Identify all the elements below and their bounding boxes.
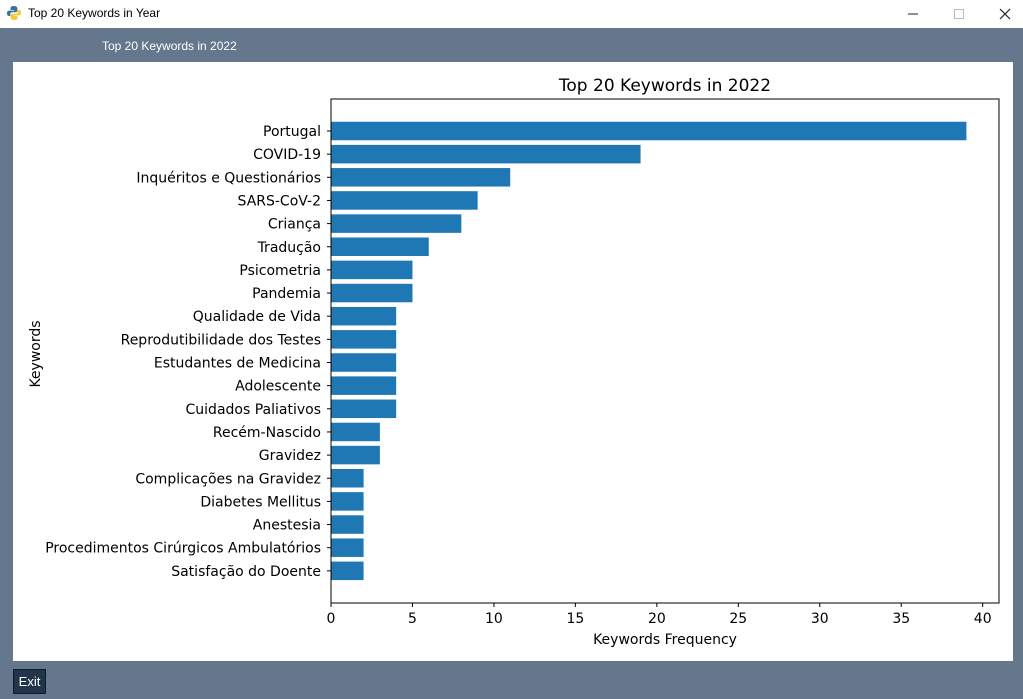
- x-tick-label: 0: [327, 611, 336, 627]
- bar: [331, 237, 429, 256]
- y-tick-label: SARS-CoV-2: [238, 193, 321, 209]
- y-tick-label: COVID-19: [253, 147, 321, 163]
- y-tick-label: Anestesia: [253, 518, 321, 534]
- minimize-button[interactable]: [890, 0, 936, 28]
- y-tick-label: Procedimentos Cirúrgicos Ambulatórios: [45, 541, 321, 557]
- bar: [331, 168, 511, 187]
- maximize-button[interactable]: [936, 0, 982, 28]
- x-tick-label: 10: [485, 611, 503, 627]
- y-tick-label: Cuidados Paliativos: [186, 402, 321, 418]
- y-axis-label: Keywords: [28, 320, 44, 387]
- title-bar: Top 20 Keywords in Year: [0, 0, 1023, 28]
- python-icon: [7, 6, 21, 20]
- bar-chart: Top 20 Keywords in 2022 Keywords Frequen…: [28, 76, 1000, 648]
- bar: [331, 330, 397, 349]
- bar: [331, 144, 641, 164]
- x-axis-label: Keywords Frequency: [593, 632, 737, 648]
- x-tick-label: 20: [648, 611, 666, 627]
- bar: [331, 399, 397, 419]
- bar: [331, 191, 478, 210]
- y-tick-label: Diabetes Mellitus: [200, 494, 321, 510]
- y-tick-label: Qualidade de Vida: [193, 309, 321, 325]
- plot-frame: [330, 98, 1000, 604]
- maximize-icon: [954, 9, 964, 19]
- exit-button[interactable]: Exit: [13, 669, 46, 694]
- y-tick-label: Pandemia: [252, 286, 321, 302]
- minimize-icon: [908, 13, 918, 15]
- y-tick-label: Gravidez: [259, 448, 321, 464]
- y-tick-label: Inquéritos e Questionários: [136, 170, 321, 186]
- x-tick-label: 30: [811, 611, 829, 627]
- y-tick-label: Portugal: [263, 124, 321, 140]
- x-tick-label: 40: [974, 611, 992, 627]
- y-tick-label: Recém-Nascido: [213, 425, 321, 441]
- bar: [331, 492, 364, 511]
- bar: [331, 445, 380, 465]
- bar: [331, 214, 462, 233]
- bar: [331, 121, 967, 141]
- bar: [331, 538, 364, 557]
- bar: [331, 353, 397, 372]
- bar: [331, 561, 364, 581]
- y-tick-label: Reprodutibilidade dos Testes: [121, 332, 321, 348]
- close-icon: [999, 8, 1011, 20]
- y-tick-label: Tradução: [257, 240, 321, 256]
- x-tick-label: 5: [408, 611, 417, 627]
- bar: [331, 306, 397, 326]
- y-tick-label: Complicações na Gravidez: [135, 471, 321, 487]
- x-tick-label: 15: [566, 611, 584, 627]
- bar: [331, 283, 413, 303]
- chart-figure: Top 20 Keywords in 2022 Keywords Frequen…: [13, 62, 1013, 661]
- y-tick-label: Estudantes de Medicina: [154, 356, 321, 372]
- bar: [331, 422, 380, 442]
- y-tick-label: Psicometria: [239, 263, 321, 279]
- y-tick-label: Criança: [268, 217, 321, 233]
- bar: [331, 260, 413, 280]
- y-tick-label: Satisfação do Doente: [171, 564, 321, 580]
- window-title: Top 20 Keywords in Year: [28, 6, 161, 20]
- x-tick-label: 25: [729, 611, 747, 627]
- chart-header-label: Top 20 Keywords in 2022: [102, 39, 237, 53]
- chart-title: Top 20 Keywords in 2022: [558, 76, 771, 96]
- bar: [331, 515, 364, 534]
- y-tick-label: Adolescente: [235, 379, 321, 395]
- close-button[interactable]: [982, 0, 1023, 28]
- bar: [331, 469, 364, 488]
- bar: [331, 376, 397, 395]
- x-tick-label: 35: [892, 611, 910, 627]
